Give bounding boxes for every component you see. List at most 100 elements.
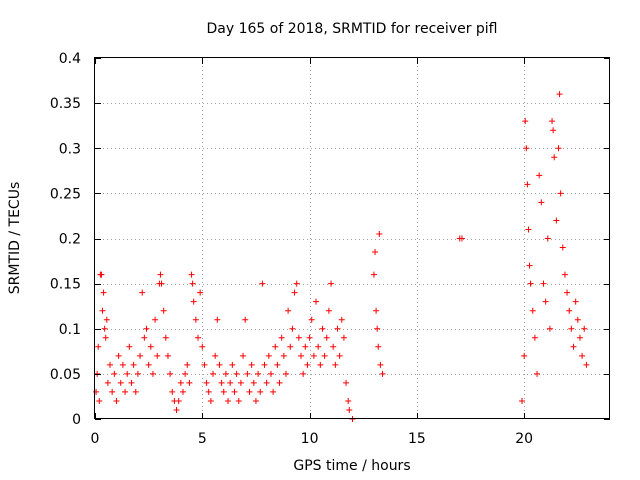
data-point	[235, 397, 242, 404]
data-point	[529, 307, 536, 314]
chart-title: Day 165 of 2018, SRMTID for receiver pif…	[206, 21, 497, 37]
data-point	[160, 307, 167, 314]
data-point	[285, 307, 292, 314]
data-point	[95, 343, 102, 350]
y-axis-label: SRMTID / TECUs	[7, 182, 23, 295]
data-point	[546, 325, 553, 332]
data-point	[287, 343, 294, 350]
data-point	[542, 298, 549, 305]
data-point	[274, 361, 281, 368]
data-point	[343, 379, 350, 386]
data-point	[538, 199, 545, 206]
data-point	[375, 343, 382, 350]
data-point	[540, 280, 547, 287]
y-tick-label: 0.35	[50, 96, 81, 112]
data-point	[526, 262, 533, 269]
data-point	[111, 370, 118, 377]
data-point	[101, 325, 108, 332]
data-point	[139, 289, 146, 296]
data-point	[564, 289, 571, 296]
data-point	[534, 370, 541, 377]
data-point	[553, 217, 560, 224]
data-point	[336, 352, 343, 359]
data-point	[210, 370, 217, 377]
ticks	[95, 58, 610, 420]
data-point	[544, 235, 551, 242]
data-point	[197, 289, 204, 296]
data-point	[130, 361, 137, 368]
data-point	[323, 334, 330, 341]
data-point	[293, 280, 300, 287]
data-point	[372, 249, 379, 256]
data-point	[267, 370, 274, 377]
data-point	[276, 379, 283, 386]
data-point	[300, 370, 307, 377]
data-point	[522, 118, 529, 125]
data-point	[557, 190, 564, 197]
data-point	[308, 316, 315, 323]
data-point	[278, 334, 285, 341]
data-point	[265, 352, 272, 359]
data-point	[100, 289, 107, 296]
data-point	[145, 361, 152, 368]
data-point	[550, 127, 557, 134]
data-point	[192, 316, 199, 323]
data-point	[304, 361, 311, 368]
data-point	[330, 343, 337, 350]
data-point	[298, 352, 304, 359]
data-point	[259, 280, 266, 287]
y-tick-label: 0.1	[59, 322, 81, 338]
plot-frame	[94, 57, 610, 419]
data-point	[201, 361, 208, 368]
data-point	[561, 271, 568, 278]
data-point	[340, 334, 347, 341]
data-point	[579, 352, 586, 359]
data-point	[244, 370, 251, 377]
data-point	[346, 406, 353, 413]
data-point	[154, 352, 161, 359]
data-point	[525, 226, 532, 233]
data-point	[188, 271, 195, 278]
y-tick-label: 0.05	[50, 367, 81, 383]
data-point	[317, 361, 324, 368]
data-point	[237, 379, 244, 386]
data-point	[551, 154, 558, 161]
data-point	[218, 379, 225, 386]
data-point	[157, 271, 164, 278]
data-point	[328, 280, 335, 287]
data-point	[134, 370, 141, 377]
data-point	[220, 388, 227, 395]
data-point	[132, 388, 139, 395]
x-tick-label: 20	[515, 431, 533, 447]
data-point	[122, 388, 129, 395]
data-point	[222, 370, 229, 377]
data-point	[117, 379, 124, 386]
data-point	[370, 271, 377, 278]
data-point	[212, 352, 219, 359]
data-point	[373, 307, 380, 314]
data-point	[189, 280, 196, 287]
data-point	[319, 325, 326, 332]
data-point	[231, 388, 238, 395]
data-point	[295, 334, 302, 341]
data-point	[345, 397, 352, 404]
data-point	[549, 118, 556, 125]
data-point	[229, 361, 236, 368]
data-point	[379, 370, 386, 377]
data-point	[559, 244, 566, 251]
x-tick-label: 0	[91, 431, 100, 447]
data-point	[149, 370, 156, 377]
data-point	[263, 379, 270, 386]
x-tick-label: 10	[301, 431, 319, 447]
data-point	[205, 388, 212, 395]
data-point	[124, 370, 131, 377]
data-point	[143, 325, 150, 332]
y-tick-label: 0.15	[50, 277, 81, 293]
data-point	[203, 379, 210, 386]
data-point	[374, 325, 381, 332]
data-point	[581, 325, 588, 332]
data-point	[566, 307, 573, 314]
data-point	[306, 334, 313, 341]
data-point	[583, 361, 590, 368]
data-point	[376, 230, 383, 237]
